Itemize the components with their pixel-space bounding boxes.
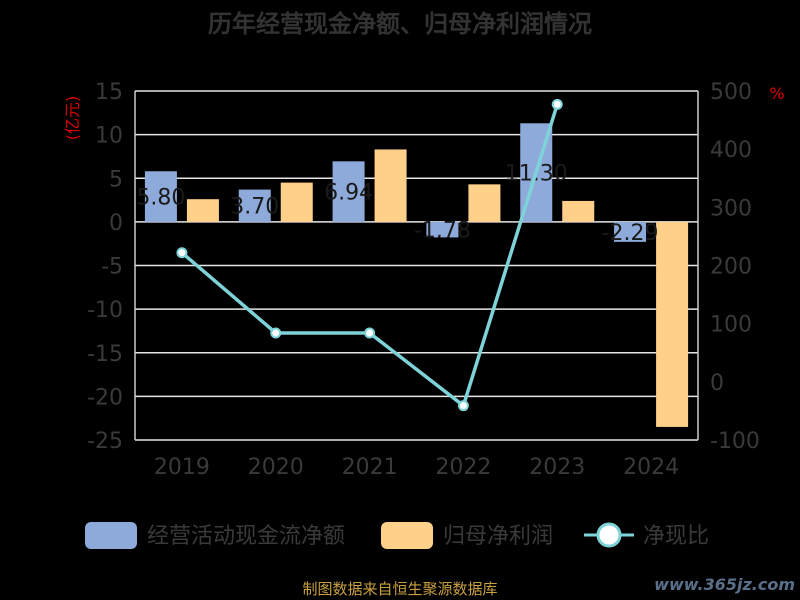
- x-tick-label: 2020: [248, 455, 304, 480]
- y2-tick-label: 500: [710, 80, 752, 105]
- chart-title: 历年经营现金净额、归母净利润情况: [208, 10, 592, 38]
- legend-marker-ratio: [596, 522, 622, 548]
- y2-tick-label: 400: [710, 138, 752, 163]
- bar-profit: [186, 199, 219, 222]
- y2-tick-label: 300: [710, 196, 752, 221]
- bar-profit: [280, 182, 313, 222]
- bar-profit: [374, 149, 407, 222]
- y-axis-unit: (亿元): [63, 96, 82, 141]
- y2-tick-label: 200: [710, 255, 752, 280]
- bars: [144, 123, 689, 427]
- y-tick-label: 5: [109, 167, 123, 192]
- footer-source: 制图数据来自恒生聚源数据库: [302, 580, 497, 598]
- y2-axis-ticks: 500 400 300 200 100 0 -100: [710, 80, 760, 454]
- bar-value-label: 5.80: [136, 186, 185, 211]
- legend-swatch-cashflow: [85, 522, 137, 549]
- y-tick-label: -25: [87, 429, 123, 454]
- ratio-point: [176, 247, 188, 259]
- x-tick-label: 2023: [529, 455, 585, 480]
- bar-value-label: -1.78: [414, 219, 471, 244]
- legend-label-cashflow: 经营活动现金流净额: [147, 524, 345, 549]
- y2-tick-label: -100: [710, 429, 760, 454]
- y-tick-label: -15: [87, 342, 123, 367]
- watermark: www.365jz.com: [654, 575, 795, 594]
- legend-label-profit: 归母净利润: [443, 524, 553, 549]
- x-tick-label: 2022: [435, 455, 491, 480]
- ratio-point: [551, 98, 563, 110]
- bar-profit: [468, 184, 501, 222]
- ratio-line: [176, 98, 563, 412]
- legend: 经营活动现金流净额 归母净利润 净现比: [85, 522, 709, 549]
- legend-label-ratio: 净现比: [643, 524, 709, 549]
- bar-value-label: -2.29: [602, 221, 659, 246]
- y-tick-label: -20: [87, 385, 123, 410]
- ratio-line-path: [180, 103, 559, 409]
- y-tick-label: 10: [95, 124, 123, 149]
- y-tick-label: 0: [109, 211, 123, 236]
- ratio-point: [457, 400, 469, 412]
- y2-tick-label: 100: [710, 313, 752, 338]
- grid-lines: [134, 90, 699, 441]
- y-tick-label: 15: [95, 80, 123, 105]
- ratio-point: [270, 327, 282, 339]
- x-tick-label: 2021: [342, 455, 398, 480]
- x-axis-ticks: 2019 2020 2021 2022 2023 2024: [154, 455, 679, 480]
- x-tick-label: 2024: [623, 455, 679, 480]
- y2-axis-unit: %: [769, 84, 784, 103]
- bar-value-label: 3.70: [230, 195, 279, 220]
- y-tick-label: -5: [101, 255, 123, 280]
- legend-swatch-profit: [381, 522, 433, 549]
- y2-tick-label: 0: [710, 371, 724, 396]
- bar-cashflow: [426, 221, 459, 238]
- y-axis-ticks: 15 10 5 0 -5 -10 -15 -20 -25: [87, 80, 123, 454]
- bar-value-label: 6.94: [324, 181, 373, 206]
- y-tick-label: -10: [87, 298, 123, 323]
- bar-cashflow: [614, 221, 647, 242]
- bar-profit: [656, 221, 689, 427]
- bar-cashflow: [238, 189, 271, 222]
- bar-profit: [562, 200, 595, 222]
- bar-cashflow: [144, 171, 177, 222]
- ratio-point: [364, 327, 376, 339]
- bar-cashflow: [332, 161, 365, 222]
- x-tick-label: 2019: [154, 455, 210, 480]
